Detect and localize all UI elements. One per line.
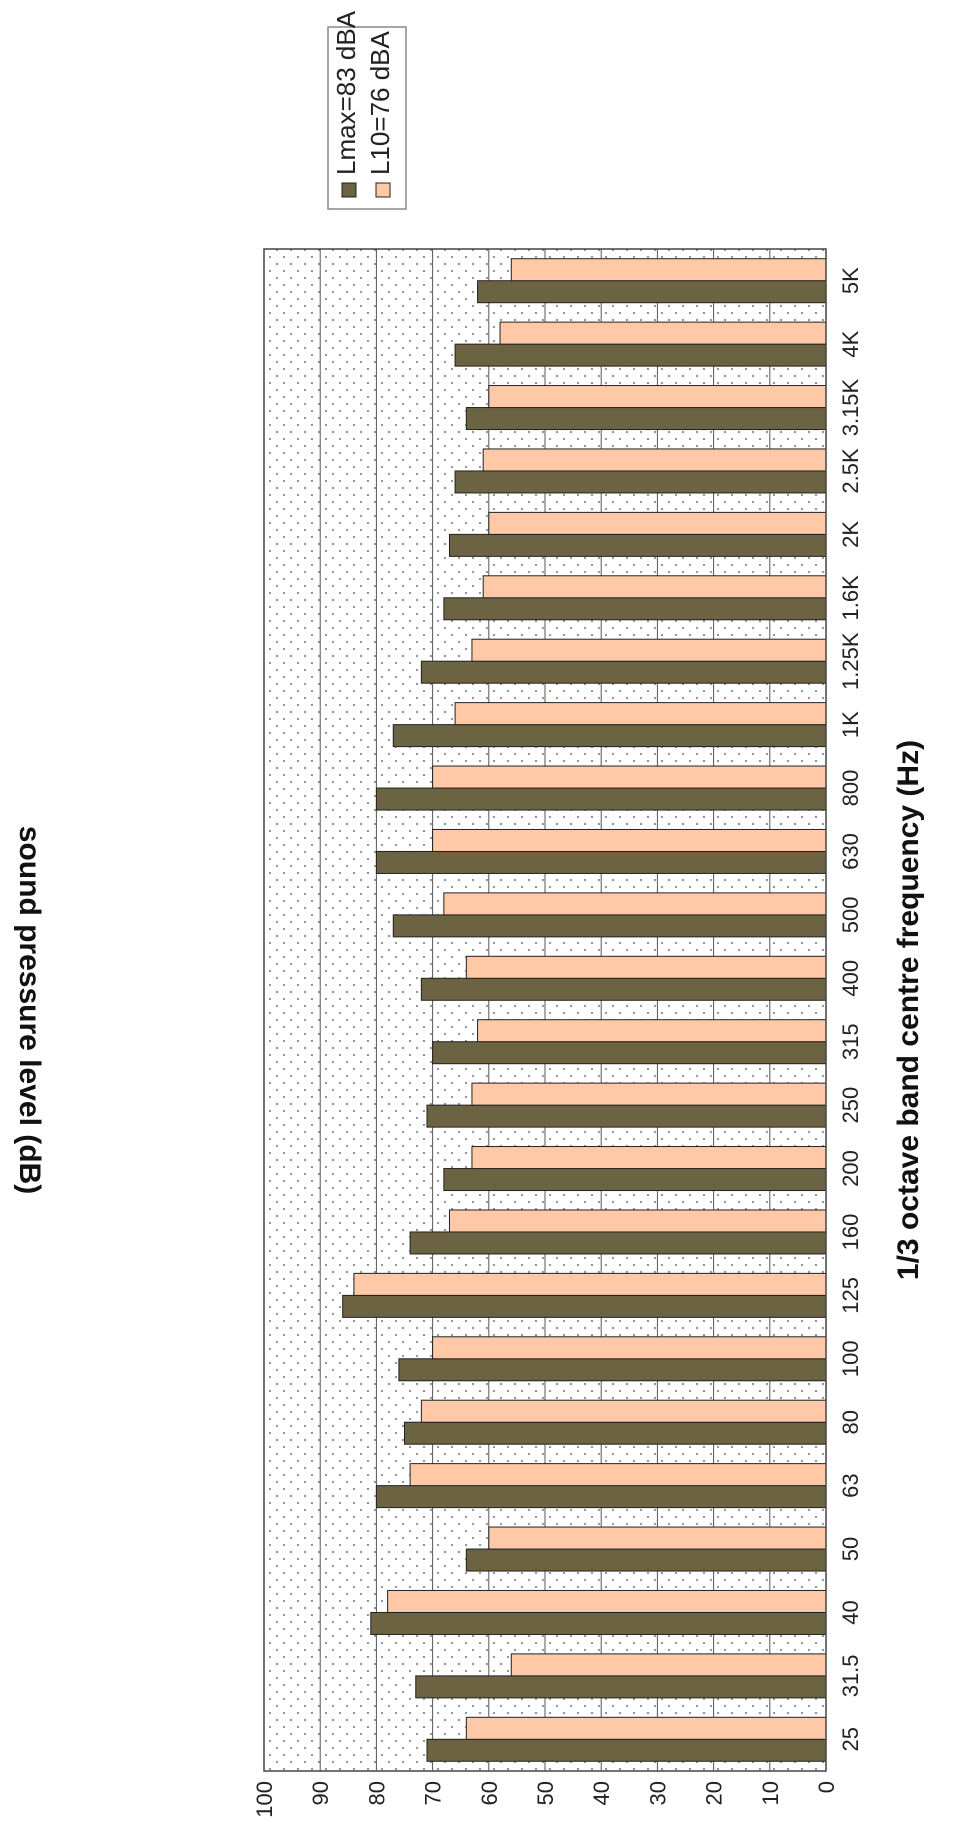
- x-tick-label: 1.6K: [838, 575, 863, 621]
- bar-lmax: [392, 724, 827, 748]
- bar-l10: [387, 1589, 827, 1613]
- x-tick-label: 2.5K: [838, 448, 863, 494]
- bar-lmax: [465, 1548, 827, 1572]
- x-tick-label: 5K: [838, 267, 863, 294]
- gridlines: [319, 249, 771, 1771]
- bar-lmax: [443, 1168, 827, 1192]
- bar-lmax: [448, 533, 827, 557]
- x-tick-label: 100: [838, 1340, 863, 1377]
- bar-lmax: [426, 1104, 827, 1128]
- y-tick-label: 0: [814, 1781, 839, 1793]
- bar-l10: [488, 1526, 827, 1550]
- bar-l10: [482, 575, 827, 599]
- bar-l10: [499, 321, 827, 345]
- bar-lmax: [342, 1294, 827, 1318]
- bar-lmax: [420, 660, 827, 684]
- x-tick-label: 400: [838, 960, 863, 997]
- bar-l10: [471, 638, 827, 662]
- legend: Lmax=83 dBA L10=76 dBA: [327, 10, 407, 210]
- bar-lmax: [454, 343, 827, 367]
- bar-lmax: [420, 977, 827, 1001]
- y-tick-label: 10: [758, 1781, 783, 1805]
- bar-l10: [448, 1209, 827, 1233]
- bar-l10: [432, 765, 827, 789]
- bar-lmax: [375, 787, 827, 811]
- x-tick-label: 1.25K: [838, 632, 863, 690]
- legend-label: L10=76 dBA: [365, 30, 395, 175]
- bar-l10: [409, 1463, 827, 1487]
- plot-border: [263, 248, 827, 1772]
- bar-l10: [432, 828, 827, 852]
- bar-l10: [471, 1082, 827, 1106]
- x-tick-label: 50: [838, 1537, 863, 1561]
- y-tick-label: 50: [533, 1781, 558, 1805]
- bar-lmax: [398, 1358, 827, 1382]
- bar-l10: [432, 1336, 827, 1360]
- bar-l10: [488, 511, 827, 535]
- bar-lmax: [415, 1675, 827, 1699]
- x-tick-label: 1K: [838, 711, 863, 738]
- bar-l10: [510, 258, 827, 282]
- x-tick-label: 2K: [838, 521, 863, 548]
- legend-swatch: [375, 182, 391, 198]
- x-tick-label: 31.5: [838, 1654, 863, 1697]
- y-tick-label: 80: [364, 1781, 389, 1805]
- bars: [342, 258, 827, 1762]
- bar-lmax: [465, 407, 827, 431]
- bar-lmax: [426, 1738, 827, 1762]
- y-ticks: 0 10 20 30 40 50 60 70 80 90 100: [252, 1781, 839, 1818]
- x-tick-label: 3.15K: [838, 378, 863, 436]
- bar-lmax: [370, 1611, 827, 1635]
- y-tick-label: 20: [702, 1781, 727, 1805]
- x-tick-label: 200: [838, 1150, 863, 1187]
- y-tick-label: 30: [645, 1781, 670, 1805]
- legend-box: [327, 26, 407, 210]
- bar-lmax: [392, 914, 827, 938]
- bar-lmax: [443, 597, 827, 621]
- y-tick-label: 90: [308, 1781, 333, 1805]
- bar-lmax: [375, 850, 827, 874]
- y-tick-label: 100: [252, 1781, 277, 1818]
- x-tick-label: 63: [838, 1473, 863, 1497]
- bar-l10: [353, 1272, 827, 1296]
- x-tick-label: 160: [838, 1214, 863, 1251]
- bar-lmax: [409, 1231, 827, 1255]
- bar-l10: [443, 892, 827, 916]
- bar-l10: [465, 1716, 827, 1740]
- x-tick-label: 125: [838, 1277, 863, 1314]
- bar-lmax: [375, 1485, 827, 1509]
- y-tick-label: 40: [589, 1781, 614, 1805]
- bar-l10: [477, 1019, 827, 1043]
- bar-lmax: [454, 470, 827, 494]
- bar-lmax: [432, 1041, 827, 1065]
- bar-lmax: [404, 1421, 827, 1445]
- y-axis-title: sound pressure level (dB): [13, 826, 46, 1194]
- x-axis-title: 1/3 octave band centre frequency (Hz): [892, 740, 925, 1280]
- y-tick-label: 70: [421, 1781, 446, 1805]
- bar-lmax: [477, 280, 827, 304]
- bar-l10: [420, 1399, 827, 1423]
- x-tick-label: 315: [838, 1023, 863, 1060]
- x-tick-label: 25: [838, 1727, 863, 1751]
- x-tick-label: 630: [838, 833, 863, 870]
- bar-l10: [488, 385, 827, 409]
- x-ticks: 25 31.5 40 50 63 80 100 125 160 200 250 315 400 500 63…: [838, 267, 863, 1752]
- bar-l10: [454, 702, 827, 726]
- bar-l10: [482, 448, 827, 472]
- bar-l10: [471, 1146, 827, 1170]
- bar-l10: [510, 1653, 827, 1677]
- bar-l10: [465, 955, 827, 979]
- x-tick-label: 500: [838, 897, 863, 934]
- x-tick-label: 800: [838, 770, 863, 807]
- x-tick-label: 4K: [838, 330, 863, 357]
- y-tick-label: 60: [477, 1781, 502, 1805]
- legend-swatch: [341, 182, 357, 198]
- x-tick-label: 250: [838, 1087, 863, 1124]
- x-tick-label: 80: [838, 1410, 863, 1434]
- x-tick-label: 40: [838, 1600, 863, 1624]
- legend-label: Lmax=83 dBA: [331, 10, 361, 175]
